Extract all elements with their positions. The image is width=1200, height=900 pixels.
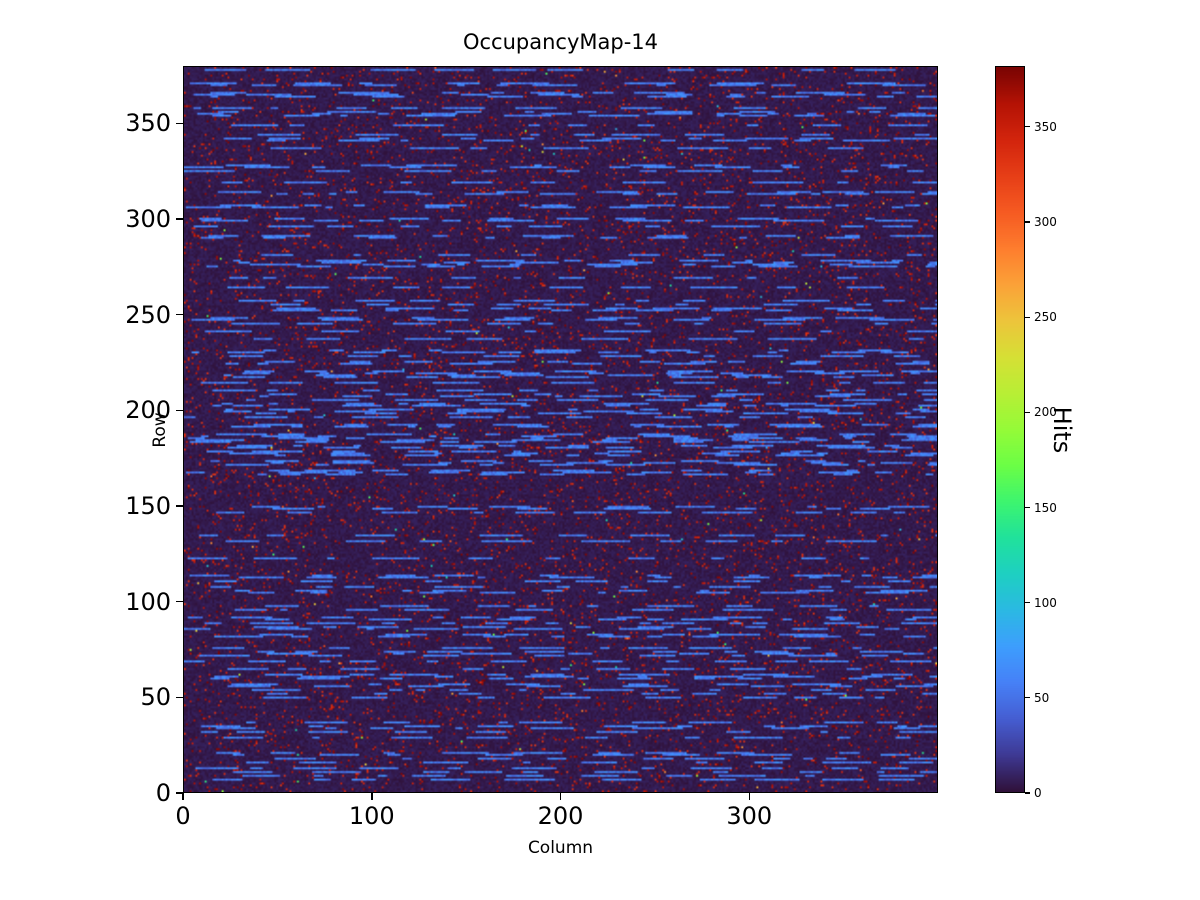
colorbar-tick-label: 50: [1034, 690, 1050, 705]
y-tick-mark: [176, 218, 183, 220]
x-tick-mark: [371, 793, 373, 800]
x-axis-label: Column: [527, 838, 594, 858]
y-tick-mark: [176, 600, 183, 603]
colorbar-tick-label: 300: [1034, 215, 1057, 230]
x-tick-label: 300: [726, 802, 773, 830]
y-tick-mark: [176, 122, 183, 125]
x-tick-mark: [182, 793, 184, 800]
y-tick-mark: [176, 505, 183, 507]
y-tick-label: 250: [125, 300, 171, 329]
colorbar-tick-mark: [1025, 697, 1030, 699]
colorbar-tick-label: 350: [1034, 119, 1057, 134]
x-tick-label: 100: [348, 802, 395, 830]
y-tick-mark: [176, 696, 183, 699]
y-tick-mark: [176, 792, 183, 794]
colorbar-tick-label: 0: [1034, 786, 1042, 800]
y-tick-label: 150: [125, 492, 171, 521]
colorbar-tick-mark: [1025, 221, 1030, 223]
colorbar-tick-label: 100: [1034, 595, 1057, 610]
x-tick-label: 200: [537, 802, 584, 830]
y-tick-mark: [176, 409, 183, 412]
y-tick-label: 300: [125, 205, 171, 234]
colorbar-tick-mark: [1025, 602, 1030, 604]
chart-title: OccupancyMap-14: [462, 30, 659, 54]
colorbar-label: Hits: [1048, 406, 1076, 454]
y-tick-label: 50: [140, 683, 171, 712]
colorbar-tick-mark: [1025, 411, 1030, 413]
colorbar-tick-label: 150: [1034, 500, 1057, 515]
colorbar-tick-label: 200: [1034, 405, 1057, 420]
x-tick-label: 0: [175, 802, 191, 830]
colorbar-tick-label: 250: [1034, 310, 1057, 325]
y-tick-mark: [176, 313, 183, 316]
heatmap-plot-area: [183, 66, 938, 793]
x-tick-mark: [559, 793, 562, 800]
y-tick-label: 200: [125, 396, 171, 425]
colorbar-tick-mark: [1025, 506, 1030, 509]
colorbar-gradient-canvas: [996, 67, 1024, 792]
x-tick-mark: [748, 793, 750, 800]
colorbar: [995, 66, 1025, 793]
heatmap-canvas: [184, 67, 937, 792]
colorbar-tick-mark: [1025, 316, 1030, 318]
colorbar-tick-mark: [1025, 126, 1030, 128]
y-tick-label: 0: [155, 779, 171, 807]
y-tick-label: 100: [125, 587, 171, 616]
y-tick-label: 350: [125, 109, 171, 138]
y-axis-label: Row: [150, 412, 170, 448]
colorbar-tick-mark: [1025, 792, 1030, 794]
